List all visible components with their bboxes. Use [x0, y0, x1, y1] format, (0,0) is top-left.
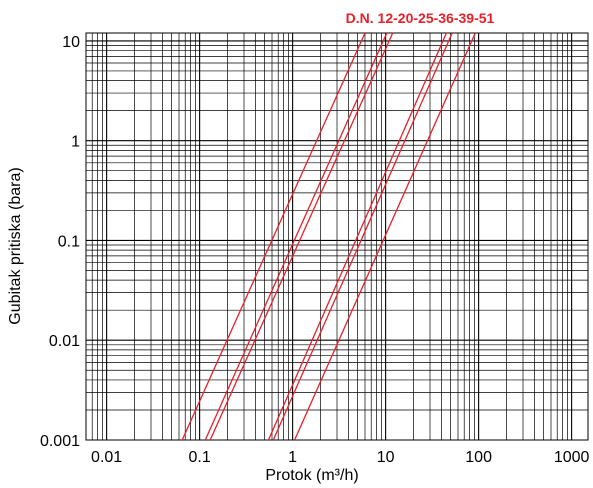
x-tick-label: 100	[465, 449, 492, 466]
y-tick-label: 0.001	[40, 433, 80, 450]
y-tick-label: 10	[62, 34, 80, 51]
plot-frame	[85, 32, 589, 441]
series-layer	[181, 33, 476, 440]
x-tick-label: 1000	[554, 449, 590, 466]
x-axis-label: Protok (m³/h)	[265, 467, 358, 484]
series-line-3	[209, 33, 394, 440]
chart-title: D.N. 12-20-25-36-39-51	[346, 10, 495, 26]
y-tick-label: 0.1	[58, 233, 80, 250]
y-tick-label: 1	[71, 134, 80, 151]
tick-labels: 0.01 0.1 1 10 100 1000 0.001 0.01 0.1 1 10	[40, 34, 590, 466]
x-tick-label: 0.01	[91, 449, 122, 466]
x-tick-label: 0.1	[189, 449, 211, 466]
series-line-4	[267, 33, 447, 440]
series-line-5	[272, 33, 453, 440]
x-tick-label: 1	[288, 449, 297, 466]
y-axis-label: Gubitak pritiska (bara)	[7, 167, 24, 324]
x-tick-label: 10	[377, 449, 395, 466]
y-tick-label: 0.01	[49, 333, 80, 350]
series-line-2	[204, 33, 388, 440]
series-line-6	[294, 33, 476, 440]
series-line-1	[181, 33, 366, 440]
